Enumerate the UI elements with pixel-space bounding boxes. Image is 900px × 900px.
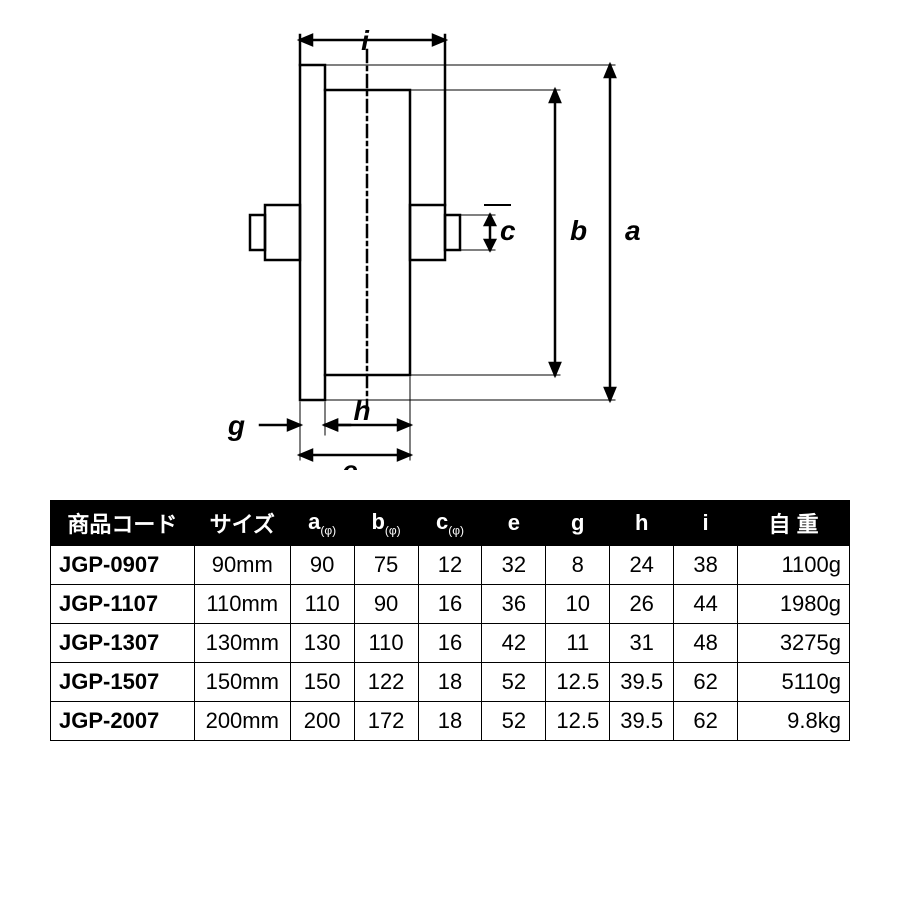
col-c: c(φ) [418, 501, 482, 546]
col-h: h [610, 501, 674, 546]
cell-c: 12 [418, 546, 482, 585]
dim-e: e [342, 455, 358, 470]
cell-size: 150mm [194, 663, 290, 702]
cell-a: 110 [290, 585, 354, 624]
cell-wt: 3275g [738, 624, 850, 663]
table-row: JGP-1107110mm1109016361026441980g [51, 585, 850, 624]
dim-b: b [570, 215, 587, 246]
table-row: JGP-090790mm90751232824381100g [51, 546, 850, 585]
cell-wt: 1980g [738, 585, 850, 624]
col-e: e [482, 501, 546, 546]
col-i: i [674, 501, 738, 546]
cell-c: 16 [418, 585, 482, 624]
cell-g: 12.5 [546, 663, 610, 702]
cell-i: 48 [674, 624, 738, 663]
cell-e: 32 [482, 546, 546, 585]
cell-e: 36 [482, 585, 546, 624]
col-wt: 自 重 [738, 501, 850, 546]
dim-g: g [227, 410, 245, 441]
dim-i: i [361, 25, 370, 56]
cell-h: 39.5 [610, 663, 674, 702]
cell-code: JGP-1107 [51, 585, 195, 624]
cell-i: 44 [674, 585, 738, 624]
cell-h: 31 [610, 624, 674, 663]
cell-size: 130mm [194, 624, 290, 663]
dim-a: a [625, 215, 641, 246]
cell-size: 200mm [194, 702, 290, 741]
cell-g: 10 [546, 585, 610, 624]
cell-e: 52 [482, 702, 546, 741]
cell-size: 90mm [194, 546, 290, 585]
cell-a: 90 [290, 546, 354, 585]
cell-i: 38 [674, 546, 738, 585]
cell-c: 18 [418, 702, 482, 741]
cell-c: 18 [418, 663, 482, 702]
cell-h: 26 [610, 585, 674, 624]
cell-wt: 5110g [738, 663, 850, 702]
dim-c: c [500, 215, 516, 246]
table-body: JGP-090790mm90751232824381100gJGP-110711… [51, 546, 850, 741]
col-g: g [546, 501, 610, 546]
cell-h: 24 [610, 546, 674, 585]
cell-code: JGP-1507 [51, 663, 195, 702]
table-row: JGP-2007200mm200172185212.539.5629.8kg [51, 702, 850, 741]
cell-wt: 9.8kg [738, 702, 850, 741]
cell-i: 62 [674, 702, 738, 741]
cell-b: 75 [354, 546, 418, 585]
cell-code: JGP-2007 [51, 702, 195, 741]
cell-a: 200 [290, 702, 354, 741]
cell-e: 42 [482, 624, 546, 663]
table-header-row: 商品コードサイズa(φ)b(φ)c(φ)eghi自 重 [51, 501, 850, 546]
cell-b: 122 [354, 663, 418, 702]
spec-table: 商品コードサイズa(φ)b(φ)c(φ)eghi自 重 JGP-090790mm… [50, 500, 850, 741]
cell-g: 11 [546, 624, 610, 663]
dimension-diagram: i a b c g h e [50, 10, 850, 470]
cell-c: 16 [418, 624, 482, 663]
col-a: a(φ) [290, 501, 354, 546]
cell-b: 172 [354, 702, 418, 741]
cell-i: 62 [674, 663, 738, 702]
cell-h: 39.5 [610, 702, 674, 741]
cell-size: 110mm [194, 585, 290, 624]
page: i a b c g h e 商品コードサイズa(φ)b(φ)c(φ)eghi自 … [0, 0, 900, 900]
col-b: b(φ) [354, 501, 418, 546]
col-size: サイズ [194, 501, 290, 546]
cell-wt: 1100g [738, 546, 850, 585]
table-row: JGP-1507150mm150122185212.539.5625110g [51, 663, 850, 702]
cell-a: 130 [290, 624, 354, 663]
dim-h: h [353, 395, 370, 426]
col-code: 商品コード [51, 501, 195, 546]
cell-code: JGP-1307 [51, 624, 195, 663]
table-row: JGP-1307130mm13011016421131483275g [51, 624, 850, 663]
cell-a: 150 [290, 663, 354, 702]
cell-g: 12.5 [546, 702, 610, 741]
cell-g: 8 [546, 546, 610, 585]
cell-b: 110 [354, 624, 418, 663]
cell-b: 90 [354, 585, 418, 624]
cell-e: 52 [482, 663, 546, 702]
cell-code: JGP-0907 [51, 546, 195, 585]
table: 商品コードサイズa(φ)b(φ)c(φ)eghi自 重 JGP-090790mm… [50, 500, 850, 741]
